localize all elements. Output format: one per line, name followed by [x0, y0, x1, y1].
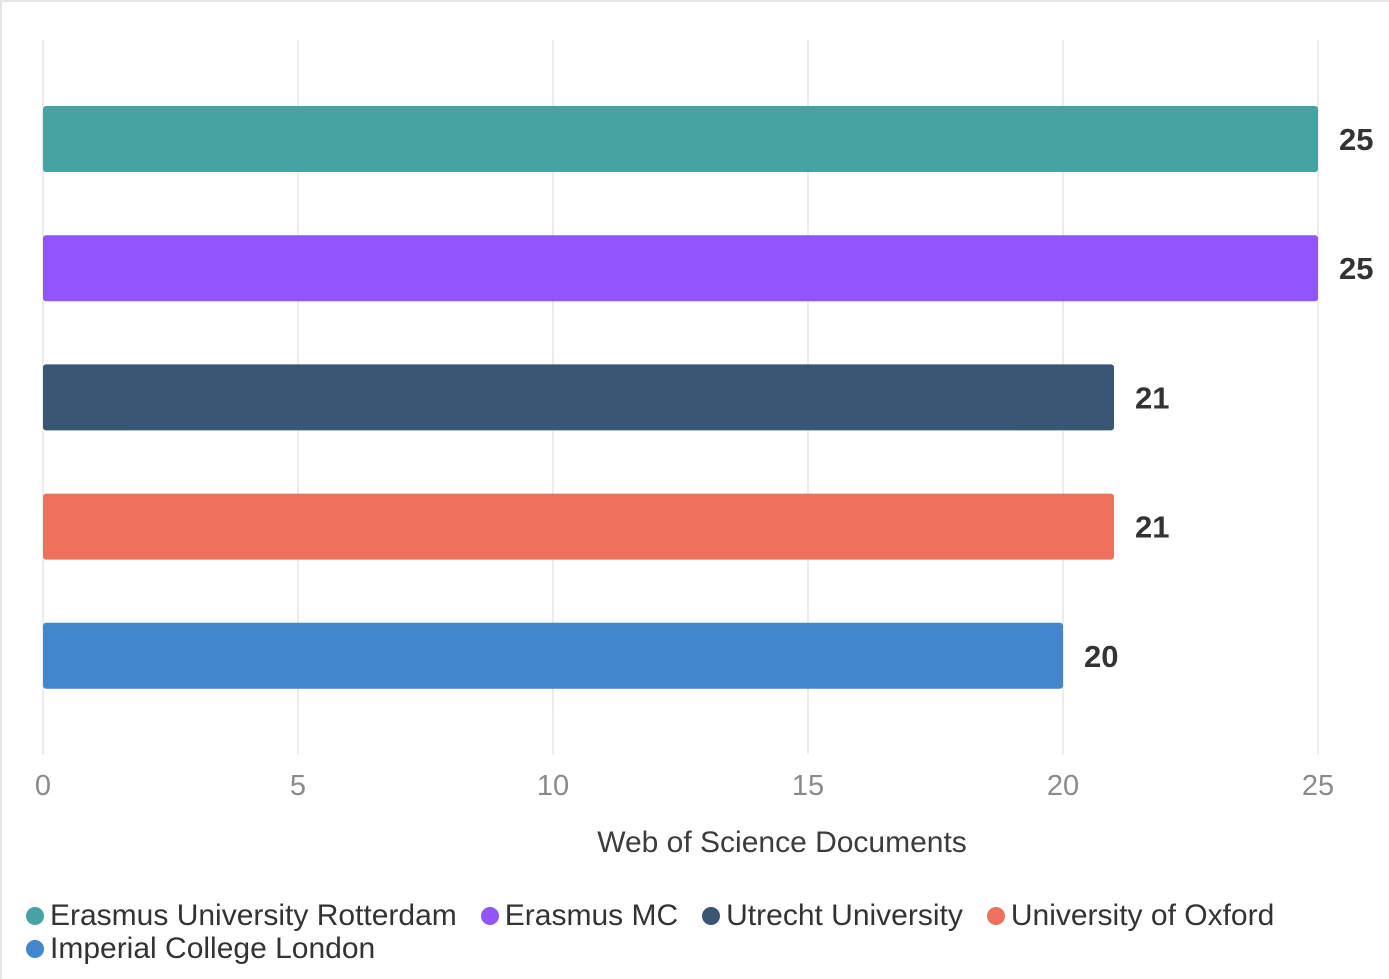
x-tick-label: 5	[290, 770, 306, 802]
x-tick-label: 0	[35, 770, 51, 802]
legend-item[interactable]: Utrecht University	[702, 898, 963, 932]
data-label: 21	[1135, 380, 1169, 415]
legend-item[interactable]: Imperial College London	[26, 931, 376, 965]
bar-imperial-college-london[interactable]	[43, 622, 1063, 689]
data-label: 21	[1135, 510, 1169, 545]
data-label: 25	[1339, 122, 1373, 157]
legend-label: University of Oxford	[1010, 898, 1275, 932]
x-tick-label: 25	[1302, 770, 1334, 802]
x-axis-title: Web of Science Documents	[597, 826, 967, 859]
legend-item[interactable]: Erasmus University Rotterdam	[26, 898, 457, 932]
bar-erasmus-mc[interactable]	[43, 235, 1318, 302]
legend-label: Utrecht University	[726, 898, 963, 932]
x-axis-ticks: 0 5 10 15 20 25	[35, 770, 1334, 802]
bar-university-of-oxford[interactable]	[43, 493, 1114, 560]
data-label: 20	[1084, 639, 1118, 674]
bar-chart: 25 25 21 21 20 0 5 10 15 20 25 Web of Science Doc…	[35, 40, 1373, 859]
x-tick-label: 20	[1047, 770, 1079, 802]
legend-marker-icon	[26, 906, 44, 925]
bars	[43, 106, 1318, 689]
x-tick-label: 10	[537, 770, 569, 802]
legend: Erasmus University Rotterdam Erasmus MC Ut…	[26, 898, 1366, 965]
x-tick-label: 15	[792, 770, 824, 802]
legend-label: Erasmus University Rotterdam	[50, 898, 457, 932]
bar-erasmus-university-rotterdam[interactable]	[43, 106, 1318, 172]
legend-label: Imperial College London	[50, 931, 376, 965]
legend-item[interactable]: Erasmus MC	[480, 898, 679, 932]
legend-marker-icon	[986, 906, 1005, 925]
legend-marker-icon	[26, 939, 44, 958]
data-label: 25	[1339, 251, 1373, 286]
data-labels: 25 25 21 21 20	[1084, 122, 1373, 674]
bar-utrecht-university[interactable]	[43, 364, 1114, 431]
legend-marker-icon	[702, 906, 721, 925]
legend-label: Erasmus MC	[504, 898, 679, 932]
legend-item[interactable]: University of Oxford	[986, 898, 1275, 932]
legend-marker-icon	[480, 906, 499, 925]
